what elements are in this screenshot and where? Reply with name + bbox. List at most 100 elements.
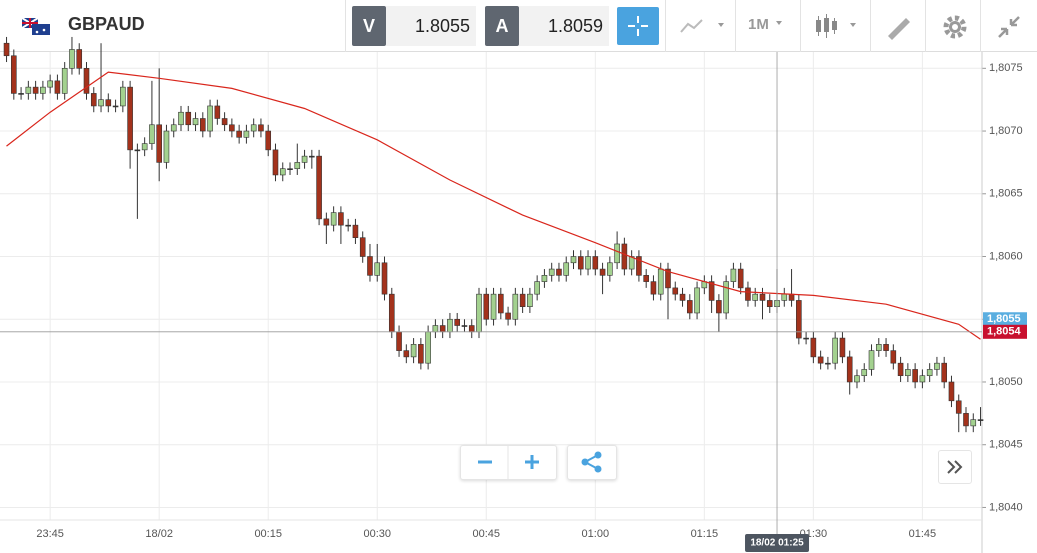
x-tick-label: 01:15 (691, 528, 719, 540)
x-tick-label: 23:45 (36, 528, 64, 540)
candle-body (3, 42, 10, 57)
candle-body (599, 268, 606, 276)
candle-body (61, 68, 68, 94)
candle-body (199, 118, 206, 132)
candle-body (825, 362, 831, 365)
candle-body (11, 55, 17, 94)
candle-body (98, 99, 104, 107)
candle-body (607, 262, 613, 276)
candle-body (112, 105, 119, 108)
candle-body (214, 105, 221, 119)
timeframe-arrow (776, 21, 782, 25)
candle-body (905, 369, 911, 377)
candle-body (294, 162, 301, 169)
candle-body (657, 268, 664, 295)
candle-body (149, 124, 155, 144)
candle-body (912, 369, 918, 383)
y-tick-label: 1,8045 (989, 439, 1023, 451)
candle-body (418, 344, 424, 364)
candle-body (665, 268, 671, 289)
scroll-right-button[interactable] (938, 450, 972, 484)
y-tick-label: 1,8075 (989, 62, 1023, 74)
sell-label[interactable]: V (352, 6, 386, 46)
candle-body (476, 293, 482, 333)
candle-body (221, 118, 228, 126)
candle-body (403, 350, 410, 358)
candle-body (18, 93, 24, 95)
candle-body (868, 350, 875, 370)
candle-body (352, 224, 359, 238)
candle-body (192, 118, 199, 126)
crosshair-label-box (745, 534, 810, 552)
share-button[interactable] (567, 445, 617, 480)
zoom-in[interactable] (525, 455, 539, 469)
candle-body (134, 149, 141, 152)
crosshair-label: 18/02 01:25 (750, 538, 804, 549)
settings-button[interactable] (941, 13, 969, 41)
candle-body (832, 337, 838, 364)
candle-body (287, 168, 293, 170)
sell-price[interactable]: 1.8055 (386, 6, 476, 46)
candle-body (723, 281, 729, 314)
candle-body (686, 300, 693, 314)
candle-body (483, 293, 490, 320)
candle-body (359, 237, 366, 257)
chart-type-button[interactable] (678, 14, 730, 38)
x-tick-label: 00:15 (254, 528, 282, 540)
candle-body (439, 325, 446, 333)
candle-body (621, 243, 628, 270)
candle-body (170, 124, 177, 132)
candle-body (461, 325, 468, 327)
candle-body (817, 356, 824, 364)
candle-body (883, 344, 889, 351)
candle-body (120, 86, 126, 107)
candle-body (468, 325, 475, 333)
candle-body (563, 262, 570, 276)
symbol[interactable]: GBPAUD (68, 14, 145, 34)
candle-body (527, 293, 533, 308)
candles-button[interactable] (812, 12, 864, 40)
candle-body (54, 80, 61, 94)
candle-body (548, 268, 555, 276)
candle-body (570, 256, 577, 264)
x-tick-label: 01:00 (582, 528, 610, 540)
candle-body (650, 281, 657, 295)
candle-body (345, 224, 351, 227)
price-label-box (983, 324, 1027, 339)
candle-body (556, 268, 562, 276)
candle-body (367, 256, 373, 276)
candle-body (694, 287, 700, 314)
candle-body (672, 287, 679, 295)
crosshair-button[interactable] (617, 7, 659, 45)
candle-body (498, 293, 504, 314)
candle-body (156, 124, 162, 163)
candle-body (323, 218, 330, 226)
candle-body (752, 293, 759, 301)
candle-body (338, 212, 344, 226)
candle-body (410, 344, 417, 358)
buy-label[interactable]: A (485, 6, 519, 46)
price-label: 1,8054 (987, 326, 1022, 338)
collapse-button[interactable] (995, 13, 1023, 41)
y-tick-label: 1,8065 (989, 188, 1023, 200)
x-tick-label: 00:45 (473, 528, 501, 540)
candle-body (105, 99, 112, 107)
draw-button[interactable] (884, 14, 914, 40)
candle-body (745, 287, 751, 301)
candle-body (69, 49, 75, 69)
candle-body (875, 344, 882, 351)
candle-body (541, 275, 548, 282)
candle-body (934, 362, 940, 370)
timeframe-button[interactable]: 1M (748, 16, 769, 33)
candle-body (534, 281, 540, 295)
candle-body (963, 413, 969, 427)
candle-body (272, 149, 279, 176)
candle-body (716, 300, 722, 314)
price-label: 1,8055 (987, 313, 1021, 325)
buy-price[interactable]: 1.8059 (519, 6, 609, 46)
candle-body (381, 262, 388, 295)
candle-body (955, 400, 962, 414)
candle-body (810, 337, 817, 358)
